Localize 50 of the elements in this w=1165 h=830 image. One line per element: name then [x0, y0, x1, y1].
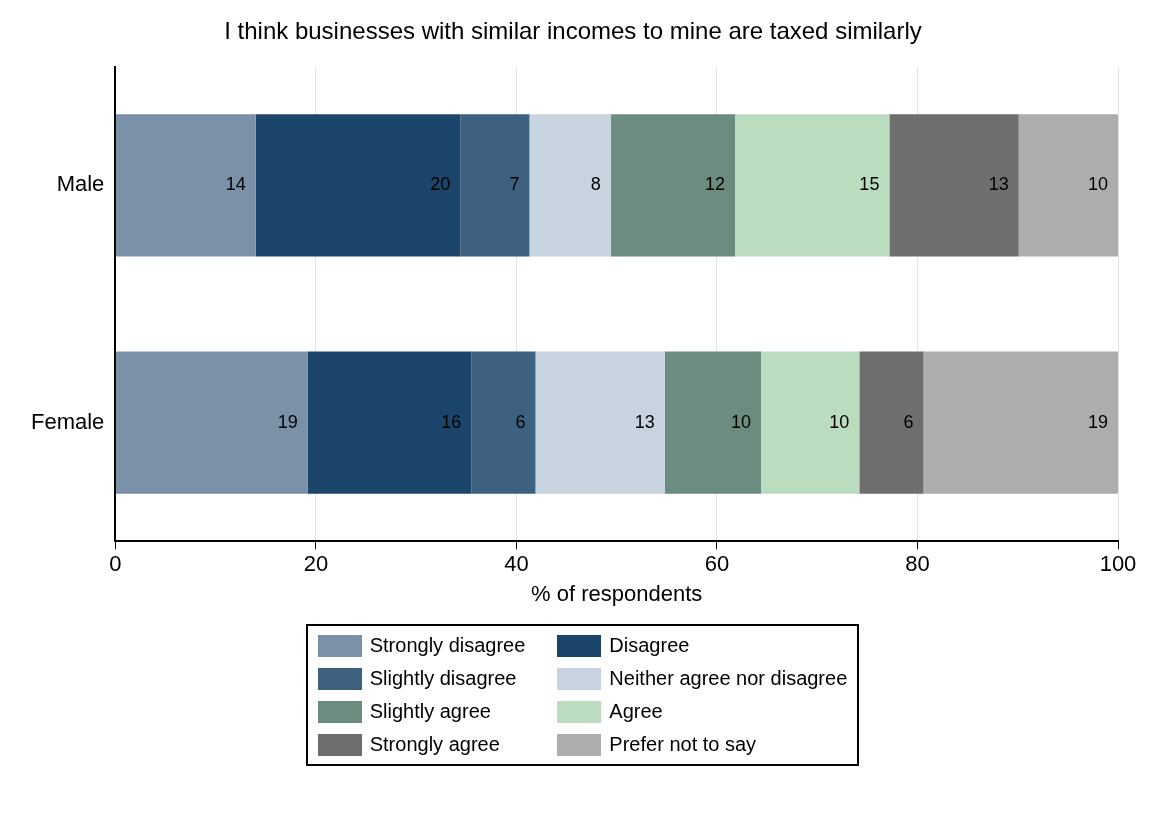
legend-label: Disagree [609, 634, 690, 657]
data-label: 19 [1087, 411, 1108, 432]
bar [115, 114, 256, 257]
bar [460, 114, 530, 257]
x-tick-label: 60 [704, 551, 730, 577]
data-label: 16 [441, 411, 462, 432]
data-label: 6 [903, 411, 914, 432]
legend-label: Strongly agree [369, 733, 500, 756]
bar [734, 114, 890, 257]
legend-label: Slightly agree [369, 700, 491, 723]
bar [255, 114, 461, 257]
data-label: 12 [704, 174, 725, 195]
bar [610, 114, 735, 257]
data-label: 6 [515, 411, 526, 432]
bar [859, 351, 924, 494]
data-label: 7 [509, 174, 520, 195]
legend-label: Prefer not to say [609, 733, 757, 756]
legend-label: Slightly disagree [369, 667, 517, 690]
data-label: 19 [277, 411, 298, 432]
bar [535, 351, 665, 494]
legend-label: Strongly disagree [369, 634, 526, 657]
data-label: 10 [731, 411, 752, 432]
x-axis-title: % of respondents [531, 580, 703, 606]
y-tick-label: Female [31, 408, 105, 434]
legend-label: Agree [609, 700, 663, 723]
x-tick-label: 80 [905, 551, 930, 577]
bar [664, 351, 762, 494]
x-tick-label: 100 [1099, 551, 1137, 577]
legend-label: Neither agree nor disagree [609, 667, 848, 690]
x-tick-label: 20 [303, 551, 329, 577]
data-label: 14 [225, 174, 246, 195]
bar [761, 351, 860, 494]
data-label: 8 [590, 174, 601, 195]
data-label: 13 [634, 411, 655, 432]
data-label: 13 [988, 174, 1009, 195]
data-label: 10 [829, 411, 850, 432]
chart-title: I think businesses with similar incomes to mine are taxed similarly [224, 17, 922, 45]
y-tick-label: Male [56, 171, 105, 197]
data-label: 20 [430, 174, 451, 195]
bar [889, 114, 1019, 257]
x-tick-label: 0 [109, 551, 122, 577]
bar [471, 351, 536, 494]
bar [115, 351, 308, 494]
bar [1018, 114, 1118, 257]
x-tick-label: 40 [504, 551, 529, 577]
bar [923, 351, 1118, 494]
data-label: 10 [1087, 174, 1108, 195]
bar [529, 114, 611, 257]
data-label: 15 [859, 174, 880, 195]
bar [307, 351, 472, 494]
